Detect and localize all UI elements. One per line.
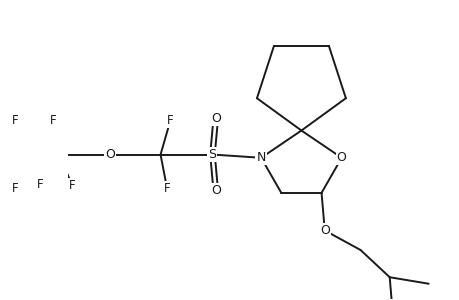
Text: O: O [336, 151, 346, 164]
Text: F: F [167, 114, 173, 127]
Text: F: F [36, 178, 43, 191]
Text: F: F [69, 179, 75, 192]
Text: F: F [12, 114, 18, 127]
Text: F: F [50, 114, 56, 127]
Text: F: F [12, 182, 18, 195]
Text: S: S [208, 148, 216, 161]
Text: O: O [210, 184, 220, 197]
Text: F: F [163, 182, 170, 195]
Text: O: O [210, 112, 220, 125]
Text: O: O [319, 224, 329, 237]
Text: N: N [256, 151, 265, 164]
Text: O: O [105, 148, 115, 161]
